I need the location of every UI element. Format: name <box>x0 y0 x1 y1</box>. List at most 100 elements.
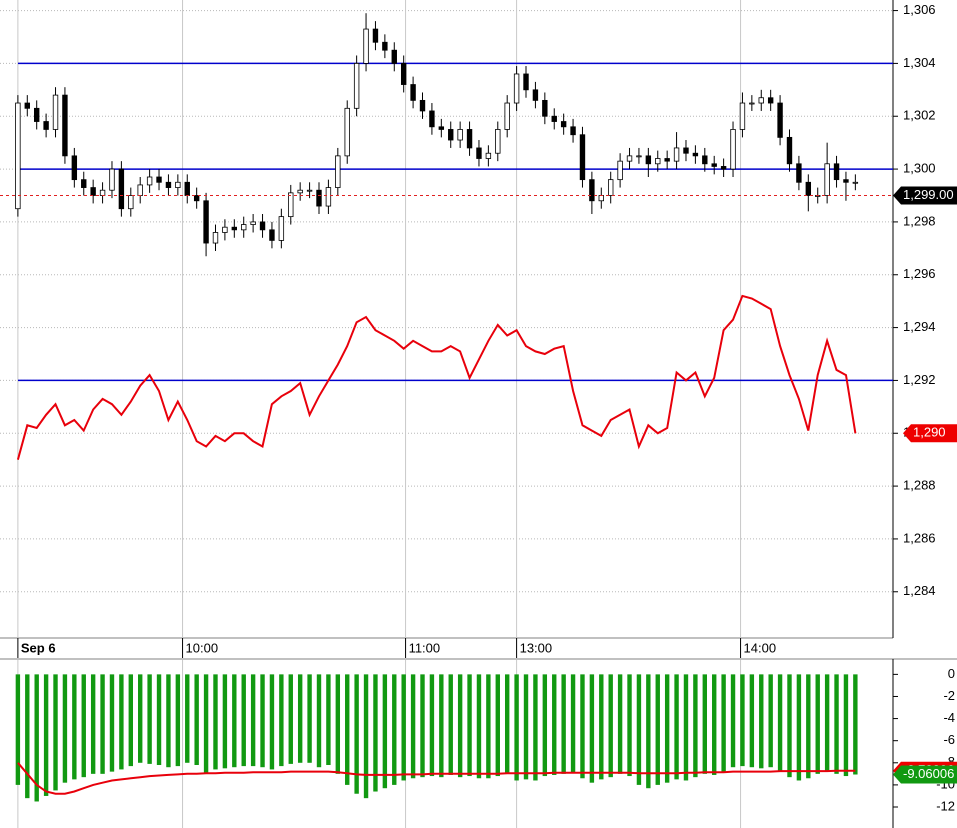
bar <box>476 674 482 779</box>
candle-body <box>156 176 162 183</box>
bar <box>552 674 557 775</box>
bar <box>72 674 77 780</box>
bar <box>316 674 322 768</box>
bar <box>693 674 698 778</box>
candle-body <box>551 115 557 122</box>
bar <box>853 674 858 775</box>
bar <box>429 674 435 777</box>
candle-body <box>400 63 407 85</box>
bar <box>147 674 152 764</box>
y-tick-label: -8 <box>943 754 955 769</box>
bar <box>345 674 350 785</box>
bar <box>834 674 839 774</box>
candle-body <box>730 129 736 170</box>
candle-body <box>109 168 115 191</box>
candle-body <box>81 179 87 188</box>
bar <box>363 674 369 799</box>
bar <box>504 674 510 774</box>
y-tick-label: 1,302 <box>903 108 936 123</box>
price-tag-label: 1,299.00 <box>903 187 954 202</box>
candle-body <box>259 221 266 231</box>
candle-body <box>382 41 388 51</box>
bar <box>382 674 388 789</box>
candle-body <box>720 166 727 170</box>
bar <box>203 674 209 773</box>
bar <box>25 674 30 799</box>
candle-body <box>241 224 247 231</box>
candle-body <box>692 152 699 157</box>
candle-body <box>796 163 802 183</box>
candle-body <box>711 163 717 167</box>
line <box>16 294 857 460</box>
bar <box>250 674 256 767</box>
y-tick-label: 1,286 <box>903 530 936 545</box>
bar <box>514 674 519 781</box>
bar <box>232 674 237 768</box>
candle-body <box>344 107 350 157</box>
price-tag-label: 1,290 <box>913 425 946 440</box>
candle-body <box>852 181 859 184</box>
candle-body <box>617 160 623 181</box>
candle-body <box>15 102 21 210</box>
y-tick-label: 1,288 <box>903 478 936 493</box>
bar <box>777 674 783 771</box>
bar <box>222 674 228 769</box>
bar <box>185 674 190 763</box>
bar <box>354 674 359 794</box>
bar <box>335 674 341 774</box>
bar <box>53 674 58 791</box>
x-tick-label: 13:00 <box>520 640 553 655</box>
y-tick-label: -2 <box>943 688 955 703</box>
candle-body <box>33 107 40 122</box>
candle-body <box>664 158 670 162</box>
candle-body <box>655 158 661 165</box>
bar <box>156 674 162 765</box>
bar <box>617 674 623 774</box>
bar <box>43 674 49 796</box>
bar <box>815 674 820 774</box>
candle-body <box>466 129 473 149</box>
candle-body <box>645 155 652 165</box>
candle-body <box>24 102 30 109</box>
bar <box>664 674 670 783</box>
bar <box>796 674 802 781</box>
bar <box>655 674 660 785</box>
candle-body <box>758 97 764 104</box>
bar <box>702 674 708 774</box>
candle-body <box>702 155 708 165</box>
bar <box>457 674 463 778</box>
candle-body <box>250 221 256 225</box>
candle-body <box>683 147 689 154</box>
candle-body <box>372 28 379 43</box>
candle-body <box>203 200 209 244</box>
candle-body <box>833 163 840 181</box>
candle-body <box>335 155 341 188</box>
bar <box>561 674 566 774</box>
bar <box>109 674 115 772</box>
bar <box>119 674 124 770</box>
candle-body <box>786 136 793 165</box>
candle-body <box>476 147 482 159</box>
candle-body <box>316 189 322 207</box>
bar <box>580 674 585 779</box>
bar <box>269 674 275 770</box>
bar <box>34 674 39 802</box>
candle-body <box>843 179 849 183</box>
x-tick-label: 10:00 <box>186 640 219 655</box>
candle-body <box>43 121 49 130</box>
bar <box>326 674 331 765</box>
bar <box>166 674 171 768</box>
bar <box>448 674 453 775</box>
bar <box>542 674 548 777</box>
bar <box>646 674 651 789</box>
bar <box>730 674 736 768</box>
bar <box>241 674 246 767</box>
candle-body <box>52 94 59 130</box>
bar <box>768 674 773 768</box>
candle-body <box>363 28 369 64</box>
bar <box>213 674 218 770</box>
bar <box>712 674 717 775</box>
bar <box>627 674 632 777</box>
candle-body <box>589 179 595 202</box>
